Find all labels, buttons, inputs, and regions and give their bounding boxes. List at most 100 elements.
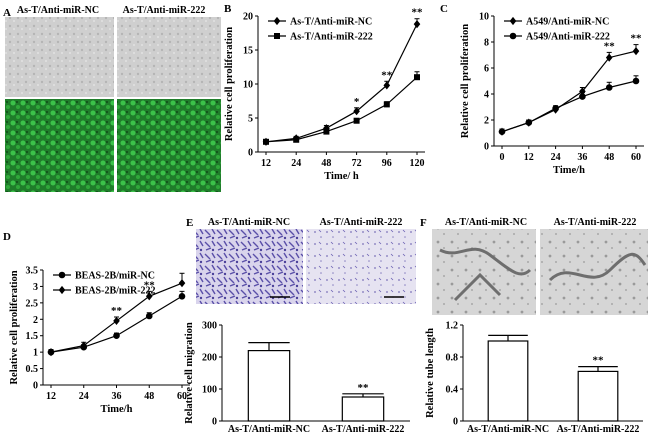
y-tick-label: 3.5 bbox=[26, 266, 39, 277]
series-line bbox=[501, 80, 637, 133]
bar bbox=[341, 396, 385, 422]
panel-letter-e: E bbox=[186, 217, 193, 229]
data-point bbox=[293, 136, 300, 143]
data-point bbox=[145, 312, 153, 320]
significance-marker: ** bbox=[358, 382, 370, 394]
legend-marker bbox=[273, 16, 281, 26]
y-tick-label: 0 bbox=[248, 148, 253, 159]
data-point bbox=[353, 107, 360, 116]
y-tick-label: 0.5 bbox=[26, 364, 39, 375]
transwell-image-nc bbox=[196, 229, 303, 304]
significance-marker: ** bbox=[593, 355, 605, 367]
panel-f-right-label: As-T/Anti-miR-222 bbox=[554, 217, 637, 228]
y-tick-label: 100 bbox=[202, 385, 217, 396]
x-tick-label: 96 bbox=[382, 158, 392, 169]
data-point bbox=[605, 84, 613, 91]
y-tick-label: 15 bbox=[243, 46, 253, 57]
y-tick-label: 0.4 bbox=[446, 385, 459, 396]
panel-a-right-label: As-T/Anti-miR-222 bbox=[123, 5, 206, 16]
x-tick-label: 60 bbox=[631, 152, 641, 163]
y-tick-label: 1.2 bbox=[446, 321, 459, 332]
y-tick-label: 2 bbox=[33, 315, 38, 326]
x-tick-label: 24 bbox=[291, 158, 301, 169]
x-axis-label: Time/h bbox=[101, 404, 133, 415]
y-tick-label: 20 bbox=[243, 12, 253, 23]
x-tick-label: 36 bbox=[112, 391, 122, 402]
legend-marker bbox=[509, 32, 517, 40]
y-tick-label: 0 bbox=[33, 381, 38, 392]
data-point bbox=[263, 138, 269, 145]
data-point bbox=[323, 128, 330, 135]
significance-marker: ** bbox=[412, 7, 424, 19]
series-line bbox=[265, 23, 418, 143]
bar bbox=[577, 370, 619, 422]
panel-letter-f: F bbox=[420, 217, 427, 229]
legend-marker bbox=[274, 33, 280, 39]
significance-marker: * bbox=[354, 96, 360, 108]
significance-marker: ** bbox=[381, 69, 393, 81]
tube-formation-image-nc bbox=[432, 229, 536, 315]
y-axis-label: Relative cell proliferation bbox=[9, 270, 20, 384]
panel-letter-b: B bbox=[224, 3, 232, 15]
data-point bbox=[178, 292, 186, 300]
legend-label: A549/Anti-miR-222 bbox=[526, 32, 610, 43]
phase-contrast-image-222 bbox=[117, 17, 221, 97]
data-point bbox=[579, 93, 586, 100]
data-point bbox=[113, 316, 120, 326]
y-tick-label: 200 bbox=[202, 353, 217, 364]
data-point bbox=[383, 101, 390, 108]
fluorescence-image-nc bbox=[5, 99, 114, 192]
panel-e-left-label: As-T/Anti-miR-NC bbox=[208, 217, 290, 228]
category-label: As-T/Anti-miR-222 bbox=[322, 424, 405, 434]
y-tick-label: 3 bbox=[33, 282, 38, 293]
data-point bbox=[579, 87, 586, 96]
legend-label: BEAS-2B/miR-222 bbox=[75, 286, 156, 297]
panel-f-images: As-T/Anti-miR-NC As-T/Anti-miR-222 bbox=[432, 217, 648, 315]
significance-marker: ** bbox=[604, 40, 616, 52]
x-tick-label: 0 bbox=[500, 152, 505, 163]
y-tick-label: 0 bbox=[484, 142, 489, 153]
significance-marker: ** bbox=[111, 305, 123, 317]
y-tick-label: 8 bbox=[484, 38, 489, 49]
chart-e: 0 100 200 300 Relative cell migration As-T/An… bbox=[184, 321, 410, 434]
data-point bbox=[525, 119, 533, 126]
panel-f-left-label: As-T/Anti-miR-NC bbox=[445, 217, 527, 228]
x-axis-label: Time/h bbox=[553, 165, 585, 176]
x-tick-label: 12 bbox=[524, 152, 534, 163]
x-tick-label: 48 bbox=[321, 158, 331, 169]
legend-label: BEAS-2B/miR-NC bbox=[75, 271, 155, 282]
y-tick-label: 2.5 bbox=[26, 298, 39, 309]
y-tick-label: 0 bbox=[212, 417, 217, 428]
data-point bbox=[145, 292, 153, 301]
chart-d: 0 0.5 1 1.5 2 2.5 3 3.5 12 24 36 48 60 Time/h Relative… bbox=[9, 266, 190, 415]
y-tick-label: 0 bbox=[453, 417, 458, 428]
data-point bbox=[383, 81, 391, 90]
fluorescence-image-222 bbox=[117, 99, 221, 192]
x-axis-label: Time/ h bbox=[324, 171, 359, 182]
panel-a: As-T/Anti-miR-NC As-T/Anti-miR-222 bbox=[5, 5, 221, 192]
y-axis-label: Relative cell proliferation bbox=[460, 24, 471, 138]
data-point bbox=[498, 128, 506, 135]
panel-e-right-label: As-T/Anti-miR-222 bbox=[320, 217, 403, 228]
y-tick-label: 10 bbox=[243, 80, 253, 91]
data-point bbox=[605, 53, 613, 62]
y-tick-label: 10 bbox=[479, 12, 489, 23]
data-point bbox=[414, 74, 420, 81]
category-label: As-T/Anti-miR-NC bbox=[228, 424, 310, 434]
y-axis-label: Relative cell proliferation bbox=[224, 27, 235, 141]
y-tick-label: 1 bbox=[33, 348, 38, 359]
y-tick-label: 6 bbox=[484, 64, 489, 75]
legend-label: As-T/Anti-miR-NC bbox=[290, 17, 372, 28]
legend-label: As-T/Anti-miR-222 bbox=[290, 32, 373, 43]
panel-letter-c: C bbox=[440, 3, 448, 15]
category-label: As-T/Anti-miR-NC bbox=[467, 424, 549, 434]
x-tick-label: 24 bbox=[551, 152, 561, 163]
data-point bbox=[353, 117, 360, 124]
series-line bbox=[501, 50, 637, 133]
x-tick-label: 60 bbox=[177, 391, 187, 402]
y-tick-label: 300 bbox=[202, 321, 217, 332]
y-tick-label: 2 bbox=[484, 116, 489, 127]
bar bbox=[247, 350, 291, 422]
category-label: As-T/Anti-miR-222 bbox=[557, 424, 640, 434]
